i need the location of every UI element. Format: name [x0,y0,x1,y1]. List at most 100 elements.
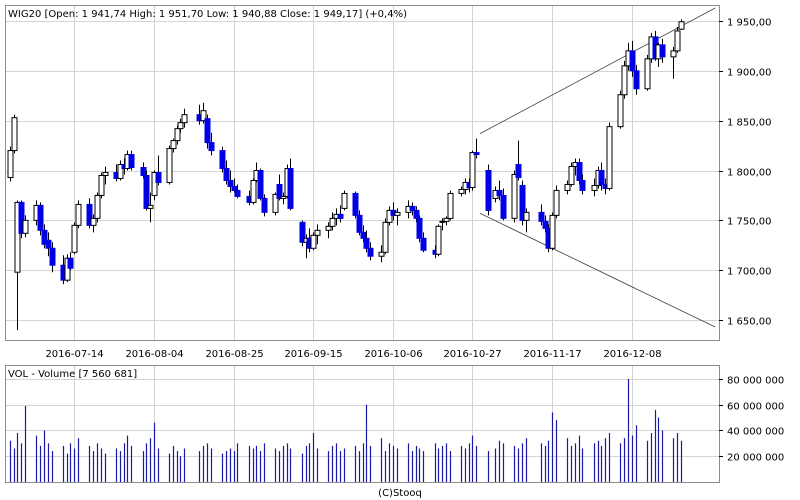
candle-body-down [542,220,549,229]
candle-body-up [511,173,518,219]
volume-y-axis: 20 000 000 40 000 000 60 000 000 80 000 000 [719,376,784,464]
candle-body-down [204,118,211,144]
candle [204,114,211,149]
candle-body-up [378,251,385,257]
candle-body-down [420,237,427,251]
candle-body-down [227,179,234,187]
candle [234,184,241,199]
candle-body-up [272,193,279,213]
candle [678,19,685,31]
candle [629,40,636,77]
candle-body-down [576,162,583,181]
candle [443,216,450,226]
candle-body-down [128,154,135,169]
candle [363,230,370,253]
candle [386,206,393,226]
candle-body-down [49,247,56,266]
candle-body-down [579,179,586,191]
candle [670,46,677,79]
candle [310,232,317,251]
price-y-axis: 1 650,00 1 700,00 1 750,00 1 800,00 1 850,00… [719,18,772,328]
candle [606,122,613,191]
candle [435,224,442,257]
volume-tick-label: 20 000 000 [727,453,784,464]
candle [75,200,82,229]
trendline [479,7,716,134]
candle-body-up [458,188,465,194]
candle-body-down [360,231,367,239]
candle [469,150,476,191]
candle-body-down [485,170,492,211]
candle [128,150,135,171]
candle [7,146,14,182]
candle-body-up [447,192,454,219]
candle [617,90,624,129]
candle [519,180,526,226]
candle-body-up [71,224,78,253]
candle-body-down [659,44,666,58]
candle [14,200,21,331]
candle-body-down [37,204,44,231]
candle [568,162,575,187]
candle-body-down [86,203,93,226]
candle [49,242,56,273]
candle [329,212,336,231]
candle-body-up [310,234,317,249]
candle-body-up [14,201,21,273]
candle [71,222,78,255]
candle-body-up [435,225,442,255]
price-header: WIG20 [Open: 1 941,74 High: 1 951,70 Low… [8,9,407,20]
candle-body-down [45,239,52,249]
x-axis: 2016-07-14 2016-08-04 2016-08-25 2016-09-15… [45,349,661,360]
candle [621,60,628,99]
candle-body-down [231,185,238,191]
candle [280,192,287,205]
candle-body-down [598,170,605,185]
candle [325,222,332,239]
candle [143,170,150,211]
candle-body-up [591,184,598,191]
x-tick-label: 2016-07-14 [45,349,103,360]
candle-body-down [409,205,416,211]
candle [147,192,154,223]
candle-body-up [90,217,97,226]
volume-tick-label: 60 000 000 [727,402,784,413]
candle [523,208,530,233]
candle [67,252,74,271]
candle-body-up [200,110,207,122]
candle-body-up [174,128,181,142]
candle-body-down [538,211,545,222]
candle [644,54,651,91]
candle [564,180,571,195]
candle-body-up [22,219,29,234]
candle [356,210,363,236]
candle-body-up [325,225,332,231]
candle-body-down [473,152,480,156]
candle [511,170,518,223]
candle-body-down [208,142,215,152]
x-tick-label: 2016-08-04 [125,349,183,360]
candle [549,212,556,251]
candle [155,155,162,186]
candle [341,190,348,211]
candle-body-up [280,195,287,199]
candle [337,205,344,223]
candle [553,185,560,219]
candle-body-down [257,170,264,199]
candle-body-up [382,221,389,253]
candle [416,215,423,243]
candle [276,174,283,201]
candle-body-down [261,197,268,213]
candle-body-up [523,211,530,221]
candle-body-down [356,214,363,233]
candle-body-down [223,168,230,181]
price-tick-label: 1 900,00 [727,68,772,79]
candle-body-up [181,114,188,124]
candle-body-up [7,150,14,178]
candle-body-up [341,192,348,209]
candle [496,180,503,201]
price-tick-label: 1 700,00 [727,267,772,278]
candle-body-up [166,148,173,183]
candle [250,178,257,205]
